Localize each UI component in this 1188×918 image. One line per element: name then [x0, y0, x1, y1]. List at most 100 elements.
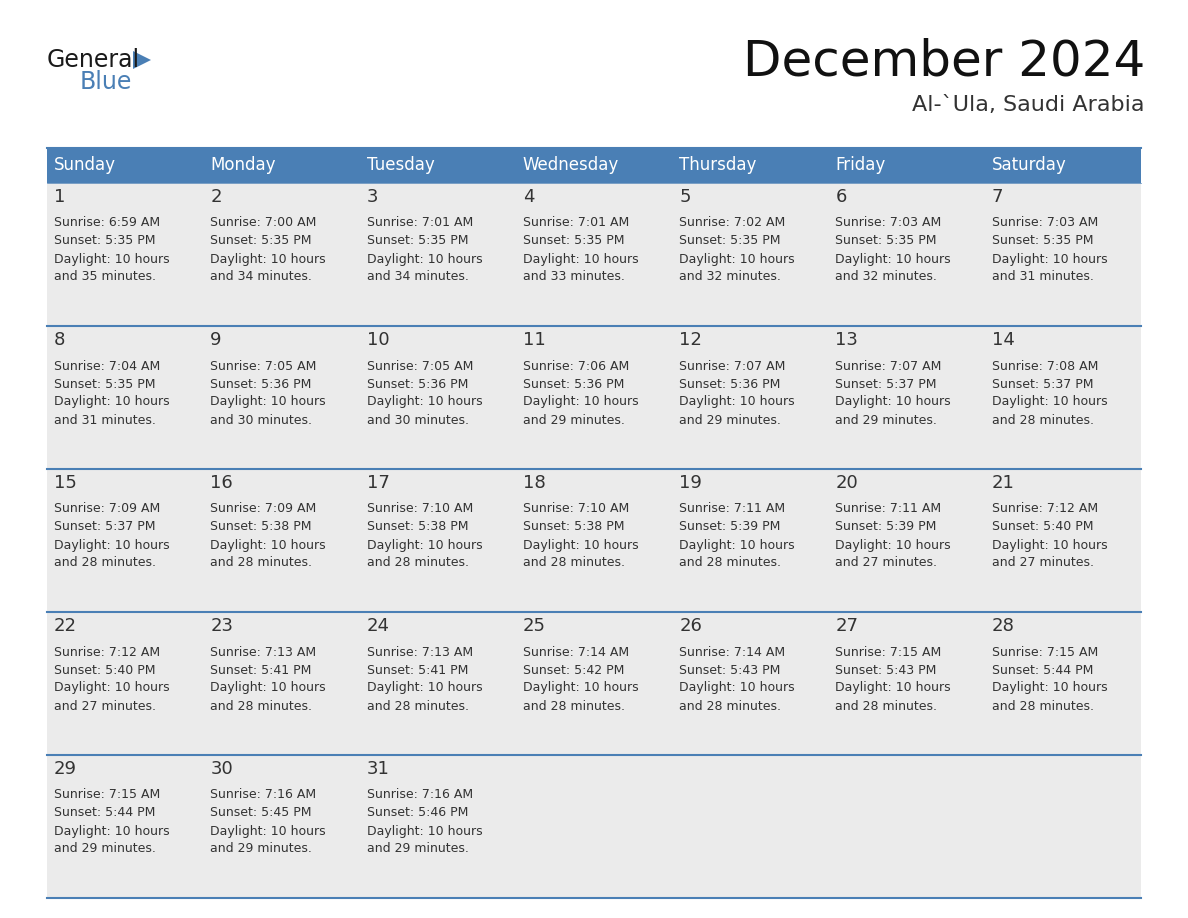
- Text: 24: 24: [367, 617, 390, 635]
- Bar: [203, 755, 360, 898]
- Text: Sunrise: 7:05 AM: Sunrise: 7:05 AM: [210, 360, 317, 373]
- Text: and 28 minutes.: and 28 minutes.: [680, 556, 782, 569]
- Bar: [48, 612, 203, 755]
- Text: 9: 9: [210, 331, 222, 349]
- Text: and 28 minutes.: and 28 minutes.: [367, 700, 468, 712]
- Bar: [828, 469, 985, 612]
- Text: and 28 minutes.: and 28 minutes.: [992, 700, 1094, 712]
- Text: Sunrise: 7:16 AM: Sunrise: 7:16 AM: [367, 789, 473, 801]
- Text: Sunrise: 7:06 AM: Sunrise: 7:06 AM: [523, 360, 630, 373]
- Text: Sunrise: 7:09 AM: Sunrise: 7:09 AM: [210, 502, 316, 516]
- Text: 5: 5: [680, 188, 690, 206]
- Text: Saturday: Saturday: [992, 156, 1067, 174]
- Bar: [203, 612, 360, 755]
- Text: Daylight: 10 hours: Daylight: 10 hours: [680, 396, 795, 409]
- Text: Sunrise: 7:15 AM: Sunrise: 7:15 AM: [53, 789, 160, 801]
- Text: Sunrise: 7:07 AM: Sunrise: 7:07 AM: [835, 360, 942, 373]
- Text: Sunset: 5:39 PM: Sunset: 5:39 PM: [835, 521, 937, 533]
- Text: and 33 minutes.: and 33 minutes.: [523, 271, 625, 284]
- Text: 26: 26: [680, 617, 702, 635]
- Text: and 32 minutes.: and 32 minutes.: [680, 271, 781, 284]
- Text: Daylight: 10 hours: Daylight: 10 hours: [523, 539, 638, 552]
- Text: Sunrise: 7:12 AM: Sunrise: 7:12 AM: [53, 645, 160, 658]
- Bar: [203, 326, 360, 469]
- Text: 3: 3: [367, 188, 378, 206]
- Text: and 29 minutes.: and 29 minutes.: [523, 413, 625, 427]
- Bar: [985, 183, 1140, 326]
- Text: and 28 minutes.: and 28 minutes.: [835, 700, 937, 712]
- Text: and 29 minutes.: and 29 minutes.: [53, 843, 156, 856]
- Text: Sunset: 5:43 PM: Sunset: 5:43 PM: [835, 664, 937, 677]
- Text: and 35 minutes.: and 35 minutes.: [53, 271, 156, 284]
- Text: Sunset: 5:35 PM: Sunset: 5:35 PM: [53, 234, 156, 248]
- Text: 2: 2: [210, 188, 222, 206]
- Text: and 28 minutes.: and 28 minutes.: [992, 413, 1094, 427]
- Bar: [672, 148, 828, 183]
- Bar: [672, 469, 828, 612]
- Text: Daylight: 10 hours: Daylight: 10 hours: [367, 396, 482, 409]
- Bar: [672, 326, 828, 469]
- Text: 23: 23: [210, 617, 233, 635]
- Bar: [516, 183, 672, 326]
- Text: Sunrise: 7:04 AM: Sunrise: 7:04 AM: [53, 360, 160, 373]
- Text: and 29 minutes.: and 29 minutes.: [835, 413, 937, 427]
- Text: Sunrise: 7:01 AM: Sunrise: 7:01 AM: [367, 217, 473, 230]
- Text: Daylight: 10 hours: Daylight: 10 hours: [367, 824, 482, 837]
- Text: Daylight: 10 hours: Daylight: 10 hours: [992, 396, 1107, 409]
- Text: December 2024: December 2024: [742, 38, 1145, 86]
- Text: Sunset: 5:35 PM: Sunset: 5:35 PM: [210, 234, 311, 248]
- Text: Sunset: 5:37 PM: Sunset: 5:37 PM: [835, 377, 937, 390]
- Text: Sunset: 5:37 PM: Sunset: 5:37 PM: [53, 521, 156, 533]
- Bar: [48, 755, 203, 898]
- Text: and 29 minutes.: and 29 minutes.: [210, 843, 312, 856]
- Text: Sunset: 5:36 PM: Sunset: 5:36 PM: [210, 377, 311, 390]
- Text: and 28 minutes.: and 28 minutes.: [367, 556, 468, 569]
- Text: Sunrise: 7:07 AM: Sunrise: 7:07 AM: [680, 360, 785, 373]
- Text: Sunset: 5:37 PM: Sunset: 5:37 PM: [992, 377, 1093, 390]
- Text: Daylight: 10 hours: Daylight: 10 hours: [523, 681, 638, 695]
- Bar: [672, 755, 828, 898]
- Bar: [48, 326, 203, 469]
- Text: Daylight: 10 hours: Daylight: 10 hours: [835, 396, 952, 409]
- Text: Sunset: 5:41 PM: Sunset: 5:41 PM: [210, 664, 311, 677]
- Text: and 28 minutes.: and 28 minutes.: [210, 700, 312, 712]
- Bar: [360, 183, 516, 326]
- Text: Daylight: 10 hours: Daylight: 10 hours: [210, 681, 326, 695]
- Text: Sunrise: 7:13 AM: Sunrise: 7:13 AM: [210, 645, 316, 658]
- Text: Sunset: 5:43 PM: Sunset: 5:43 PM: [680, 664, 781, 677]
- Text: Sunrise: 7:11 AM: Sunrise: 7:11 AM: [680, 502, 785, 516]
- Text: Sunrise: 7:16 AM: Sunrise: 7:16 AM: [210, 789, 316, 801]
- Text: 29: 29: [53, 760, 77, 778]
- Text: 12: 12: [680, 331, 702, 349]
- Text: 8: 8: [53, 331, 65, 349]
- Text: Daylight: 10 hours: Daylight: 10 hours: [992, 681, 1107, 695]
- Text: and 28 minutes.: and 28 minutes.: [680, 700, 782, 712]
- Bar: [828, 755, 985, 898]
- Text: and 34 minutes.: and 34 minutes.: [210, 271, 312, 284]
- Text: Daylight: 10 hours: Daylight: 10 hours: [367, 539, 482, 552]
- Text: and 29 minutes.: and 29 minutes.: [367, 843, 468, 856]
- Text: Sunset: 5:35 PM: Sunset: 5:35 PM: [680, 234, 781, 248]
- Text: Sunset: 5:35 PM: Sunset: 5:35 PM: [992, 234, 1093, 248]
- Text: Daylight: 10 hours: Daylight: 10 hours: [210, 252, 326, 265]
- Bar: [985, 469, 1140, 612]
- Text: Sunrise: 7:15 AM: Sunrise: 7:15 AM: [835, 645, 942, 658]
- Text: Daylight: 10 hours: Daylight: 10 hours: [367, 252, 482, 265]
- Text: 4: 4: [523, 188, 535, 206]
- Text: Sunset: 5:35 PM: Sunset: 5:35 PM: [835, 234, 937, 248]
- Text: and 31 minutes.: and 31 minutes.: [53, 413, 156, 427]
- Text: and 34 minutes.: and 34 minutes.: [367, 271, 468, 284]
- Text: Sunday: Sunday: [53, 156, 116, 174]
- Text: Al-`Ula, Saudi Arabia: Al-`Ula, Saudi Arabia: [912, 95, 1145, 115]
- Text: 15: 15: [53, 474, 77, 492]
- Bar: [203, 183, 360, 326]
- Bar: [828, 612, 985, 755]
- Text: Sunrise: 7:03 AM: Sunrise: 7:03 AM: [992, 217, 1098, 230]
- Text: and 28 minutes.: and 28 minutes.: [53, 556, 156, 569]
- Text: 28: 28: [992, 617, 1015, 635]
- Text: Sunrise: 7:00 AM: Sunrise: 7:00 AM: [210, 217, 317, 230]
- Text: 10: 10: [367, 331, 390, 349]
- Text: Monday: Monday: [210, 156, 276, 174]
- Text: and 29 minutes.: and 29 minutes.: [680, 413, 781, 427]
- Text: 13: 13: [835, 331, 858, 349]
